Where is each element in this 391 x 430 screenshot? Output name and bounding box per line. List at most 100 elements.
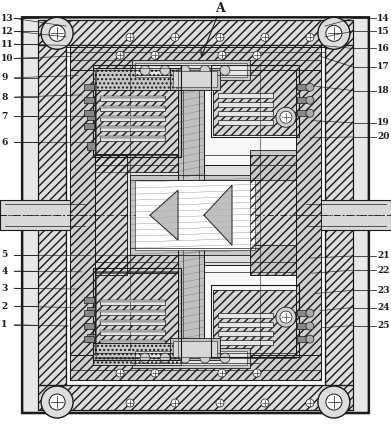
Bar xyxy=(70,355,321,380)
Text: 2: 2 xyxy=(1,302,7,311)
Bar xyxy=(213,70,296,135)
Text: 19: 19 xyxy=(377,118,390,127)
Circle shape xyxy=(276,307,296,327)
Bar xyxy=(325,45,353,385)
Bar xyxy=(100,126,165,128)
Circle shape xyxy=(280,311,292,323)
Bar xyxy=(38,385,353,410)
Text: 8: 8 xyxy=(1,92,7,101)
Text: 18: 18 xyxy=(377,86,390,95)
Bar xyxy=(296,70,321,355)
Bar xyxy=(325,45,353,385)
Bar xyxy=(38,20,353,45)
Text: 13: 13 xyxy=(1,14,14,23)
Bar xyxy=(218,111,273,116)
Bar xyxy=(297,310,307,316)
Bar xyxy=(213,290,296,355)
Bar xyxy=(218,331,273,336)
Circle shape xyxy=(326,25,342,41)
Bar xyxy=(211,285,299,357)
Bar xyxy=(173,71,217,87)
Bar xyxy=(95,70,178,155)
Bar xyxy=(250,150,296,180)
Bar xyxy=(100,96,165,98)
Bar xyxy=(95,255,178,273)
Bar xyxy=(95,70,178,155)
Bar xyxy=(84,323,94,329)
Bar xyxy=(170,338,220,360)
Circle shape xyxy=(306,33,314,41)
Circle shape xyxy=(253,51,261,59)
Bar xyxy=(218,102,273,107)
Circle shape xyxy=(220,65,230,75)
Bar xyxy=(95,273,178,358)
Text: 17: 17 xyxy=(377,62,390,71)
Bar xyxy=(178,65,204,365)
Text: 24: 24 xyxy=(377,303,390,312)
Bar xyxy=(100,136,165,138)
Circle shape xyxy=(180,353,190,363)
Bar xyxy=(93,68,181,90)
Bar xyxy=(306,200,391,230)
Bar xyxy=(93,343,181,365)
Circle shape xyxy=(306,83,314,91)
Circle shape xyxy=(218,51,226,59)
Text: 5: 5 xyxy=(1,250,7,259)
Bar xyxy=(100,96,165,101)
Text: 1: 1 xyxy=(1,320,7,329)
Bar xyxy=(70,70,95,355)
Bar xyxy=(87,142,95,150)
Text: A: A xyxy=(215,2,225,15)
Bar xyxy=(100,310,165,315)
FancyBboxPatch shape xyxy=(22,17,369,413)
Circle shape xyxy=(49,394,65,410)
Bar xyxy=(70,45,321,70)
Bar xyxy=(70,45,321,70)
Text: 21: 21 xyxy=(377,252,390,261)
Bar xyxy=(70,70,95,355)
Bar xyxy=(132,348,250,368)
Bar xyxy=(100,320,165,325)
Bar xyxy=(173,341,217,357)
Circle shape xyxy=(140,353,150,363)
Bar xyxy=(84,123,94,129)
Bar xyxy=(211,65,299,137)
Circle shape xyxy=(218,369,226,377)
Circle shape xyxy=(126,33,134,41)
Bar xyxy=(93,65,181,157)
Circle shape xyxy=(41,386,73,418)
Bar xyxy=(218,340,273,345)
Bar xyxy=(93,343,181,365)
Bar xyxy=(93,268,181,360)
Bar xyxy=(87,334,95,342)
Bar xyxy=(100,106,165,111)
Polygon shape xyxy=(204,185,232,245)
Bar xyxy=(100,116,165,118)
Text: 11: 11 xyxy=(1,40,14,49)
Circle shape xyxy=(216,33,224,41)
Bar xyxy=(135,351,247,365)
Bar xyxy=(213,290,296,355)
Circle shape xyxy=(306,322,314,330)
Bar xyxy=(100,136,165,141)
Bar xyxy=(297,84,307,90)
Bar xyxy=(115,165,275,265)
Bar xyxy=(87,307,95,315)
Bar xyxy=(250,245,296,275)
Circle shape xyxy=(116,369,124,377)
Bar xyxy=(95,273,178,358)
Bar xyxy=(70,50,321,380)
Bar xyxy=(84,310,94,316)
Bar xyxy=(100,310,165,312)
Bar xyxy=(84,297,94,303)
Text: 20: 20 xyxy=(377,132,390,141)
Bar xyxy=(87,112,95,120)
Bar xyxy=(100,116,165,121)
Bar xyxy=(213,70,296,135)
Circle shape xyxy=(326,394,342,410)
Circle shape xyxy=(200,353,210,363)
Circle shape xyxy=(49,25,65,41)
Circle shape xyxy=(318,386,350,418)
Circle shape xyxy=(180,65,190,75)
Circle shape xyxy=(261,399,269,407)
